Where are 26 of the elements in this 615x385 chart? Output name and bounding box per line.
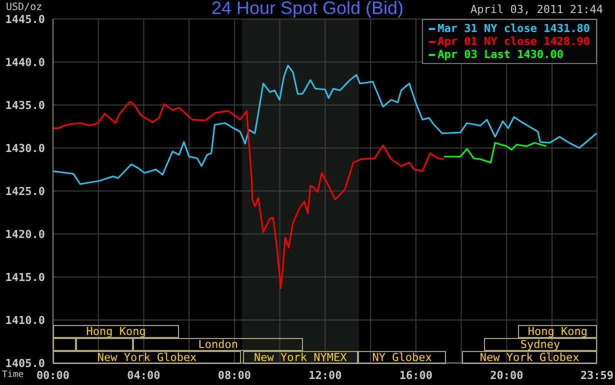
y-tick-label: 1435.0 (5, 98, 45, 112)
y-tick-label: 1405.0 (5, 356, 45, 370)
x-tick-label: 23:59 (580, 368, 614, 382)
line-series (53, 100, 445, 289)
chart-subtitle: April 03, 2011 21:44 (470, 3, 603, 16)
x-tick-label: 20:00 (490, 368, 524, 382)
y-tick-label: 1410.0 (5, 314, 45, 327)
y-tick-label: 1425.0 (5, 184, 45, 198)
x-tick-label: 12:00 (308, 368, 342, 382)
legend-label: Mar 31 NY close 1431.80 (436, 22, 590, 35)
y-tick-label: 1415.0 (5, 270, 45, 284)
y-tick-label: 1445.0 (5, 12, 45, 26)
x-tick-label: 16:00 (399, 368, 432, 382)
x-tick-label: 08:00 (218, 368, 252, 382)
y-axis-title: USD/oz (6, 2, 42, 13)
legend-label: Apr 01 NY close 1428.90 (436, 35, 590, 48)
x-tick-label: 00:00 (36, 368, 70, 382)
line-series (443, 142, 548, 164)
y-tick-label: 1420.0 (5, 228, 45, 241)
line-series (53, 64, 597, 185)
x-tick-label: 04:00 (127, 368, 160, 382)
legend-label: Apr 03 Last 1430.00 (436, 48, 565, 61)
chart-title: 24 Hour Spot Gold (Bid) (211, 0, 404, 18)
y-tick-label: 1440.0 (5, 56, 45, 69)
y-tick-label: 1430.0 (5, 142, 45, 155)
x-axis-title: Time (2, 370, 24, 380)
